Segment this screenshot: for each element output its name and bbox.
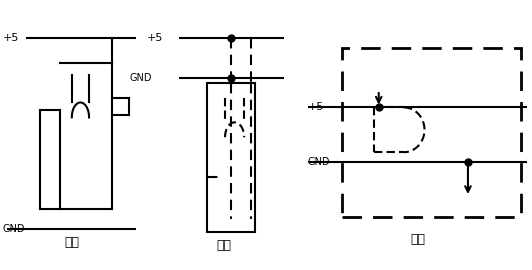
Text: 较好: 较好: [216, 238, 231, 252]
Bar: [342, 48, 520, 217]
Text: GND: GND: [129, 73, 152, 83]
Text: GND: GND: [3, 224, 26, 234]
Text: GND: GND: [308, 157, 330, 167]
Bar: [207, 83, 255, 232]
Text: +5: +5: [3, 33, 19, 43]
Text: +5: +5: [308, 102, 324, 113]
Text: +5: +5: [146, 33, 163, 43]
Text: 不好: 不好: [64, 236, 79, 249]
Text: 最好: 最好: [410, 233, 425, 246]
